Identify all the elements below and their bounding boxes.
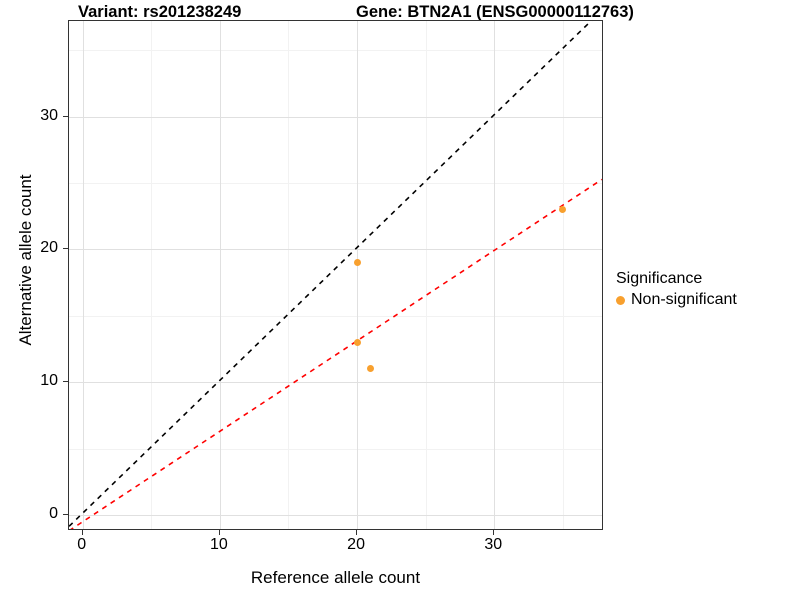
data-point[interactable] [353,338,361,346]
y-axis-tick-label: 20 [40,239,58,257]
gridline-minor-horizontal [69,183,602,185]
gridline-minor-vertical [288,21,290,529]
y-axis-tick [63,514,68,516]
gridline-major-horizontal [69,382,602,384]
gridline-minor-horizontal [69,50,602,52]
gridline-minor-vertical [425,21,427,529]
gridline-minor-horizontal [69,448,602,450]
gridline-major-horizontal [69,515,602,517]
x-axis-title: Reference allele count [250,568,421,587]
x-axis-tick-label: 20 [347,536,365,553]
gene-title: Gene: BTN2A1 (ENSG00000112763) [356,3,634,21]
x-axis-tick-label: 10 [209,536,228,553]
legend-entries: Non-significant [616,291,796,309]
y-axis-title: Alternative allele count [16,174,35,346]
x-axis-tick [218,530,220,535]
gridline-major-vertical [357,21,359,529]
y-axis-tick [63,248,68,250]
data-point[interactable] [353,259,361,267]
x-axis-tick-label: 30 [484,536,503,553]
y-axis-tick-label: 0 [49,505,58,523]
variant-title: Variant: rs201238249 [78,3,242,21]
legend-title: Significance [616,270,703,287]
x-axis-tick [356,530,358,535]
gridline-minor-vertical [562,21,564,529]
legend-key-dot-icon [616,295,625,305]
reference-lines-layer [69,21,602,529]
gridline-major-vertical [219,21,221,529]
gridline-major-horizontal [69,116,602,118]
identity-line [69,21,593,527]
y-axis-tick [63,381,68,383]
x-axis-tick [493,530,495,535]
gridline-minor-vertical [151,21,153,529]
data-point[interactable] [367,365,375,373]
gridline-major-vertical [494,21,496,529]
x-axis-tick [81,530,83,535]
chart-title-row: Variant: rs201238249 Gene: BTN2A1 (ENSG0… [0,0,800,28]
y-axis-tick-label: 30 [40,106,58,124]
legend-entry[interactable]: Non-significant [616,291,796,309]
fitted-ratio-line [70,178,602,529]
plot-panel [68,20,603,530]
y-axis-tick-label: 10 [40,372,58,390]
x-axis-tick-label: 0 [77,536,87,553]
legend: Significance Non-significant [616,270,796,309]
gridline-major-horizontal [69,249,602,251]
y-axis-tick [63,115,68,117]
legend-entry-label: Non-significant [631,291,737,308]
data-point[interactable] [559,206,567,214]
gridline-major-vertical [82,21,84,529]
gridline-minor-horizontal [69,315,602,317]
